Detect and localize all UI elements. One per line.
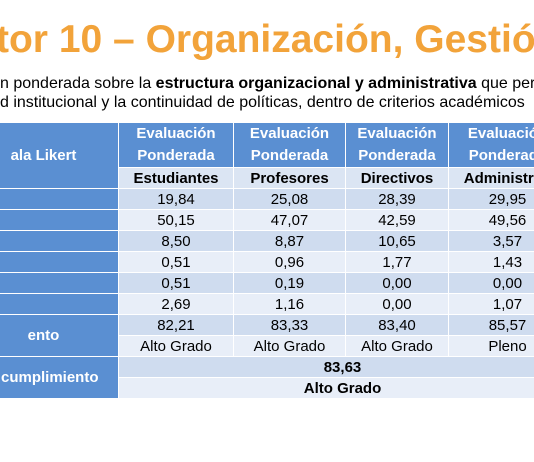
table-cell: 0,51 — [118, 272, 234, 294]
total-grade: Alto Grado — [118, 377, 534, 399]
row-label — [0, 188, 119, 210]
group-header: Evaluación Ponderada — [448, 122, 534, 168]
table-cell: 50,15 — [118, 209, 234, 231]
table: ala Likert Evaluación Ponderada Evaluación… — [0, 122, 534, 399]
table-cell: 1,16 — [233, 293, 346, 315]
group-header: Evaluación Ponderada — [233, 122, 346, 168]
column-header: Administrati — [448, 167, 534, 189]
row-label — [0, 293, 119, 315]
table-row: ento 82,21 83,33 83,40 85,57 — [0, 314, 534, 357]
table-cell: 83,33 — [233, 314, 346, 336]
table-cell: Alto Grado — [345, 335, 449, 357]
column-header: Estudiantes — [118, 167, 234, 189]
corner-cell: ala Likert — [0, 122, 119, 189]
subtitle-text: que perm — [481, 75, 534, 92]
subtitle-text: n ponderada sobre la — [0, 75, 156, 92]
table-row: 19,84 25,08 28,39 29,95 — [0, 188, 534, 210]
subtitle-bold: estructura organizacional y administrati… — [155, 75, 477, 92]
table-row: ala Likert Evaluación Ponderada Evaluación… — [0, 122, 534, 189]
table-cell: Alto Grado — [118, 335, 234, 357]
table-cell: 2,69 — [118, 293, 234, 315]
row-label — [0, 272, 119, 294]
table-cell: 29,95 — [448, 188, 534, 210]
table-cell: 83,40 — [345, 314, 449, 336]
group-header: Evaluación Ponderada — [345, 122, 449, 168]
table-cell: 0,00 — [345, 293, 449, 315]
table-cell: 42,59 — [345, 209, 449, 231]
table-cell: 85,57 — [448, 314, 534, 336]
column-header: Directivos — [345, 167, 449, 189]
table-cell: 8,87 — [233, 230, 346, 252]
table-cell: 28,39 — [345, 188, 449, 210]
table-cell: 49,56 — [448, 209, 534, 231]
slide-title: tor 10 – Organización, Gestió — [0, 18, 534, 61]
table-row: Estudiantes Profesores Directivos Administr… — [0, 167, 534, 189]
table-row: 0,51 0,96 1,77 1,43 — [0, 251, 534, 273]
table-cell: 0,00 — [345, 272, 449, 294]
column-header: Profesores — [233, 167, 346, 189]
table-cell: 25,08 — [233, 188, 346, 210]
table-cell: 1,07 — [448, 293, 534, 315]
table-row: 8,50 8,87 10,65 3,57 — [0, 230, 534, 252]
table-cell: 0,51 — [118, 251, 234, 273]
table-cell: 0,19 — [233, 272, 346, 294]
table-row: 50,15 47,07 42,59 49,56 — [0, 209, 534, 231]
row-label — [0, 209, 119, 231]
table-row: Alto Grado Alto Grado Alto Grado Pleno — [0, 335, 534, 357]
table-cell: 1,77 — [345, 251, 449, 273]
table-cell: 3,57 — [448, 230, 534, 252]
table-cell: 19,84 — [118, 188, 234, 210]
table-cell: 1,43 — [448, 251, 534, 273]
table-row: 2,69 1,16 0,00 1,07 — [0, 293, 534, 315]
table-cell: 0,96 — [233, 251, 346, 273]
table-cell: 82,21 — [118, 314, 234, 336]
table-cell: Alto Grado — [233, 335, 346, 357]
row-label: e cumplimiento — [0, 356, 119, 399]
row-label — [0, 251, 119, 273]
table-cell: 47,07 — [233, 209, 346, 231]
table-cell: 0,00 — [448, 272, 534, 294]
row-label: ento — [0, 314, 119, 357]
table-wrap: ala Likert Evaluación Ponderada Evaluación… — [0, 122, 534, 412]
total-value: 83,63 — [118, 356, 534, 378]
table-row: 0,51 0,19 0,00 0,00 — [0, 272, 534, 294]
group-header: Evaluación Ponderada — [118, 122, 234, 168]
row-label — [0, 230, 119, 252]
subtitle: n ponderada sobre la estructura organiza… — [0, 75, 534, 93]
subtitle: d institucional y la continuidad de polí… — [0, 94, 525, 111]
table-row: Alto Grado — [0, 377, 534, 399]
table-cell: 10,65 — [345, 230, 449, 252]
table-cell: 8,50 — [118, 230, 234, 252]
table-cell: Pleno — [448, 335, 534, 357]
